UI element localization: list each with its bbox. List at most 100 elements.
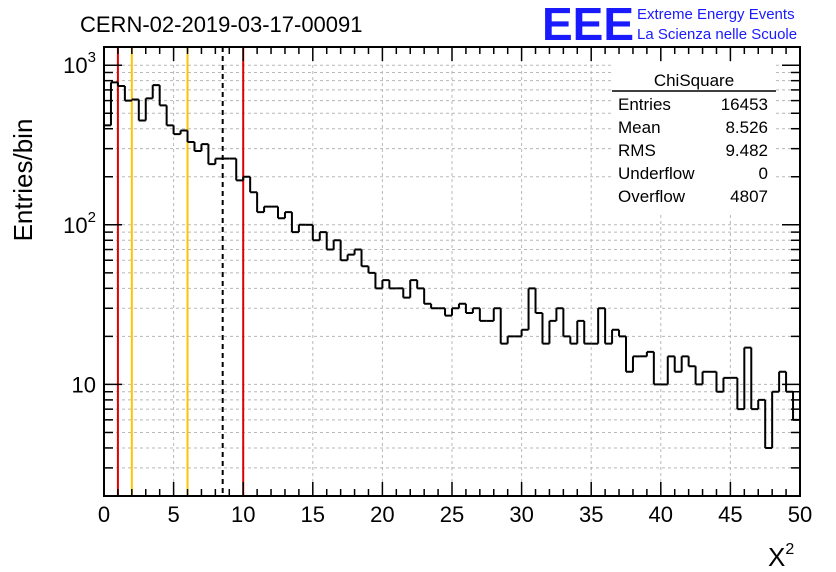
- y-axis-title: Entries/bin: [8, 119, 38, 242]
- histogram-bin: [611, 328, 620, 344]
- histogram-bin: [200, 143, 209, 151]
- histogram-bin: [652, 351, 661, 386]
- histogram-bin: [346, 253, 355, 261]
- histogram-bin: [137, 99, 146, 122]
- histogram-bin: [576, 319, 585, 344]
- histogram-bin: [569, 336, 578, 345]
- logo-line-1: Extreme Energy Events: [637, 6, 795, 23]
- stats-overflow-value: 4807: [730, 187, 768, 206]
- histogram-bin: [381, 279, 390, 289]
- histogram-bin: [297, 223, 306, 233]
- ticks-layer: 0 5 10 15 20 25 30 35 40 45 50 10 102 103: [63, 47, 812, 527]
- x-axis-title-main: X: [768, 542, 785, 572]
- histogram-bin: [242, 175, 251, 181]
- x-tick-label: 20: [370, 502, 394, 527]
- histogram-bin: [520, 328, 529, 337]
- histogram-bin: [492, 307, 501, 321]
- histogram-bin: [478, 308, 487, 322]
- histogram-bin: [388, 280, 397, 290]
- histogram-bin: [562, 308, 571, 338]
- histogram-bin: [666, 355, 675, 385]
- histogram-bin: [367, 266, 376, 274]
- stats-rms-label: RMS: [618, 141, 656, 160]
- histogram-bin: [771, 390, 780, 448]
- histogram-bin: [158, 85, 167, 107]
- histogram-bin: [116, 82, 125, 88]
- x-axis-title: X2: [768, 541, 794, 572]
- histogram-bin: [694, 366, 703, 386]
- histogram-bin: [541, 313, 550, 345]
- histogram-bin: [506, 335, 515, 344]
- histogram-bin: [451, 307, 459, 316]
- histogram-bin: [214, 157, 223, 165]
- histogram-bin: [444, 308, 452, 317]
- x-tick-label: 25: [440, 502, 464, 527]
- histogram-bin: [687, 356, 696, 368]
- histogram-bin: [464, 303, 473, 315]
- histogram-bin: [715, 371, 724, 393]
- histogram-bin: [792, 391, 800, 421]
- histogram-bin: [423, 288, 432, 305]
- histogram-bin: [249, 176, 258, 194]
- histogram-bin: [764, 399, 773, 449]
- histogram-bin: [625, 336, 633, 373]
- x-tick-label: 30: [509, 502, 533, 527]
- histogram-bin: [283, 211, 292, 219]
- histogram-bin: [186, 130, 195, 144]
- stats-underflow-label: Underflow: [618, 164, 695, 183]
- histogram-bin: [172, 125, 181, 136]
- histogram-bin: [430, 303, 439, 310]
- x-tick-label: 0: [98, 502, 110, 527]
- histogram-bin: [680, 355, 689, 372]
- histogram-bin: [534, 288, 543, 315]
- histogram-bin: [701, 370, 710, 385]
- histogram-bin: [263, 205, 272, 213]
- histogram-bin: [457, 302, 466, 309]
- histogram-bin: [193, 142, 202, 152]
- histogram-bin: [604, 308, 613, 345]
- histogram-bin: [207, 144, 216, 166]
- histogram-bin: [144, 97, 153, 121]
- histogram-bin: [743, 346, 752, 410]
- histogram-bin: [548, 319, 557, 344]
- histogram-bin: [750, 347, 759, 411]
- histogram-bin: [527, 287, 536, 330]
- histogram-bin: [360, 249, 369, 268]
- histogram-bin: [722, 376, 731, 392]
- stats-box-name: ChiSquare: [654, 71, 734, 90]
- histogram-bin: [374, 272, 383, 290]
- histogram-bin: [311, 224, 320, 242]
- x-tick-label: 35: [579, 502, 603, 527]
- histogram-bin: [618, 329, 626, 338]
- grid-layer: [104, 47, 800, 496]
- x-tick-label: 5: [167, 502, 179, 527]
- stats-underflow-value: 0: [759, 164, 768, 183]
- stats-mean-value: 8.526: [725, 118, 768, 137]
- stats-entries-value: 16453: [721, 95, 768, 114]
- stats-box: ChiSquare Entries 16453 Mean 8.526 RMS 9…: [612, 62, 776, 212]
- y-tick-label: 103: [63, 49, 96, 78]
- histogram-bin: [109, 81, 118, 126]
- histogram-bin: [409, 279, 418, 298]
- histogram-bin: [353, 248, 362, 255]
- histogram-bin: [179, 129, 188, 135]
- x-tick-label: 45: [718, 502, 742, 527]
- histogram-bin: [325, 232, 334, 251]
- x-tick-label: 50: [788, 502, 812, 527]
- chart-title: CERN-02-2019-03-17-00091: [80, 12, 363, 37]
- histogram-bin: [256, 192, 265, 214]
- histogram-bin: [778, 370, 787, 392]
- logo-letters: EEE: [542, 0, 634, 50]
- y-tick-label: 102: [63, 209, 96, 238]
- histogram-bin: [416, 280, 425, 290]
- histogram-bin: [402, 288, 411, 299]
- eee-logo: EEE Extreme Energy Events La Scienza nel…: [542, 0, 797, 50]
- stats-entries-label: Entries: [618, 95, 671, 114]
- histogram-bin: [318, 231, 327, 241]
- histogram-bin: [471, 307, 480, 314]
- histogram-bin: [339, 240, 348, 262]
- y-tick-label: 10: [72, 372, 96, 397]
- histogram-bin: [645, 350, 654, 357]
- x-tick-label: 40: [649, 502, 673, 527]
